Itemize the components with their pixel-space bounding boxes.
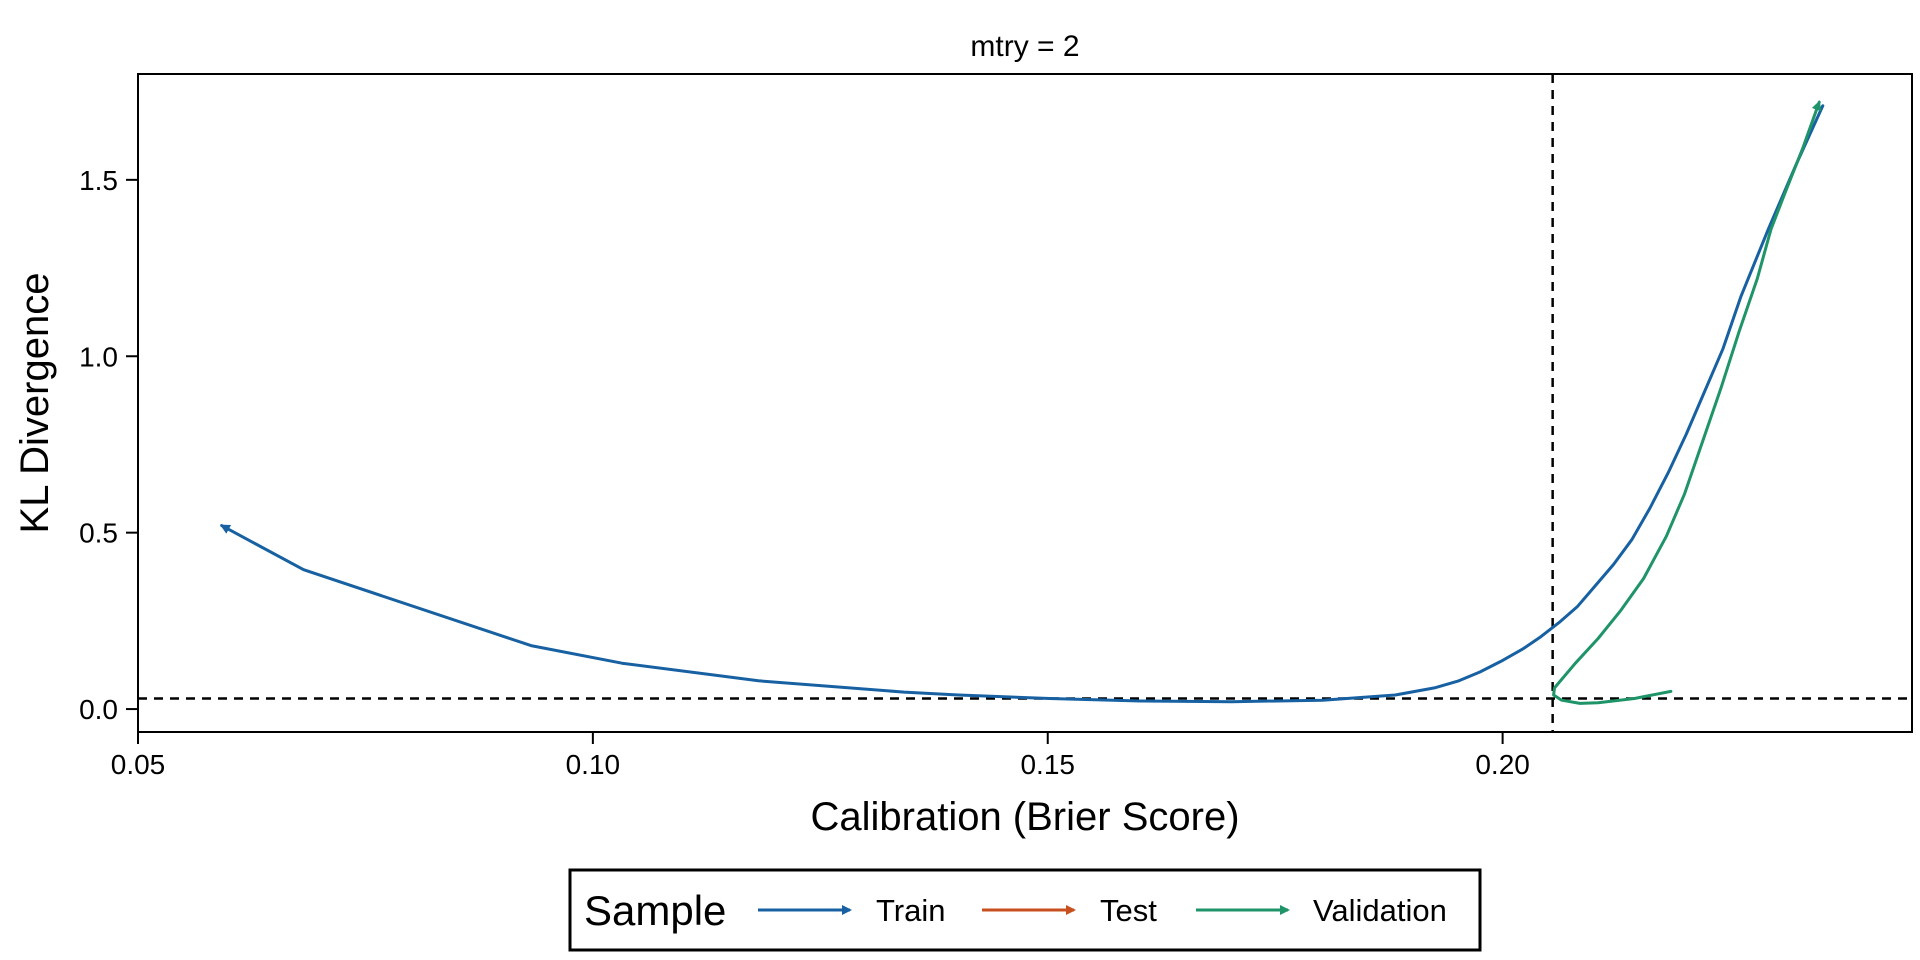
y-tick-label: 0.5	[79, 518, 118, 549]
legend-label-validation: Validation	[1313, 893, 1447, 928]
y-axis: 0.0 0.5 1.0 1.5	[79, 165, 138, 725]
x-tick-label: 0.15	[1020, 749, 1075, 780]
series-line-train	[219, 104, 1825, 704]
x-tick-label: 0.10	[566, 749, 621, 780]
x-tick-label: 0.05	[111, 749, 166, 780]
legend: Sample Train Test Validation	[568, 868, 1482, 952]
legend-title: Sample	[584, 887, 726, 934]
x-axis-title: Calibration (Brier Score)	[810, 795, 1239, 839]
plot-panel	[137, 73, 1913, 733]
reference-lines	[138, 74, 1912, 732]
y-tick-label: 1.5	[79, 165, 118, 196]
series-layer	[219, 100, 1825, 705]
y-axis-title: KL Divergence	[13, 273, 57, 534]
legend-label-train: Train	[876, 893, 945, 928]
chart-title: mtry = 2	[970, 30, 1079, 63]
legend-label-test: Test	[1100, 893, 1157, 928]
series-line-validation	[1552, 100, 1822, 705]
x-tick-label: 0.20	[1475, 749, 1530, 780]
y-tick-label: 1.0	[79, 341, 118, 372]
x-axis: 0.05 0.10 0.15 0.20	[111, 732, 1530, 780]
y-tick-label: 0.0	[79, 694, 118, 725]
